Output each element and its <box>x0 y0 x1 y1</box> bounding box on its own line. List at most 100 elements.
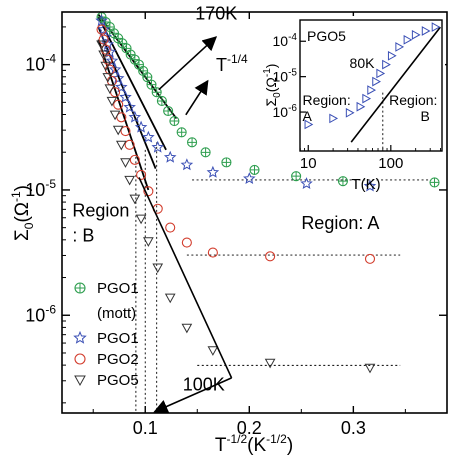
data-series <box>95 11 440 374</box>
inset-annotation: Region: <box>389 92 437 108</box>
data-point <box>243 172 256 185</box>
data-point <box>134 120 148 133</box>
inset-annotation: Region: <box>302 92 350 108</box>
data-point <box>138 65 149 76</box>
data-point <box>249 164 260 175</box>
annotation-arrow <box>185 79 209 116</box>
data-point <box>96 24 107 35</box>
data-point <box>337 176 348 187</box>
inset-data-point <box>372 76 381 87</box>
inset-data-point <box>356 101 366 112</box>
data-point <box>200 147 211 158</box>
data-point <box>265 251 276 262</box>
arrows <box>138 36 233 414</box>
dotted-guides <box>135 142 432 413</box>
x-axis-label: T-1/2(K-1/2) <box>215 432 293 456</box>
data-point <box>101 37 115 50</box>
legend-label: PGO2 <box>97 351 139 368</box>
data-point <box>100 44 111 55</box>
inset-data-point <box>382 59 391 70</box>
inset-annotation: B <box>421 108 430 124</box>
data-point <box>163 105 174 117</box>
inset-annotation: A <box>302 108 312 124</box>
data-point <box>129 194 141 205</box>
data-point <box>116 112 127 123</box>
x-tick-label: 0.1 <box>133 418 158 438</box>
data-point <box>176 127 187 138</box>
annotation-text: Region: A <box>301 213 379 233</box>
inset-frame <box>299 19 443 152</box>
data-point <box>163 150 177 163</box>
data-point <box>133 59 145 70</box>
legend-marker <box>73 330 87 344</box>
data-point <box>142 130 155 143</box>
x-axis-label-close: ) <box>287 435 293 456</box>
legend: PGO1 (mott) PGO1 PGO2 PGO5 <box>73 280 139 389</box>
data-point <box>169 115 180 127</box>
inset-background <box>252 16 445 164</box>
inset-data-point <box>376 68 386 79</box>
inset-y-label-unit: (Ω <box>263 77 279 92</box>
data-point <box>151 140 165 153</box>
plot-frame <box>61 11 448 414</box>
data-point <box>103 45 117 58</box>
inset-data-point <box>431 22 441 32</box>
legend-label: PGO1 <box>97 280 139 297</box>
annotation-text: Region <box>72 200 129 220</box>
data-point <box>207 346 219 356</box>
inset-data-point <box>403 34 413 45</box>
data-point <box>129 154 140 165</box>
x-tick-label: 0.3 <box>341 418 366 438</box>
data-point <box>363 179 377 192</box>
y-tick-label: 10-4 <box>25 52 56 75</box>
y-axis-label-base: Σ <box>12 229 33 241</box>
y-axis-label: Σ0(Ω-1) <box>9 185 36 241</box>
data-point <box>102 54 113 65</box>
x-axis-label-sup: -1/2 <box>226 432 247 446</box>
annotation-arrow <box>158 36 218 91</box>
inset-y-label-unit-sup: -1 <box>262 68 273 77</box>
y-axis-label-sub: 0 <box>22 222 36 229</box>
data-point <box>124 175 135 186</box>
data-point <box>120 158 131 168</box>
legend-label: PGO5 <box>97 372 139 389</box>
data-point <box>207 247 218 258</box>
annotations: 170K T-1/4 Region: A Region: B 100K <box>72 4 379 395</box>
inset-fit-line <box>350 26 441 143</box>
annotation-arrow <box>153 377 232 414</box>
legend-marker <box>74 375 86 387</box>
data-point <box>152 263 164 274</box>
legend-label: PGO1 <box>97 330 139 347</box>
annotation-text: 100K <box>183 374 225 394</box>
data-point <box>164 293 176 304</box>
data-point <box>112 125 124 136</box>
inset-data-point <box>329 113 339 124</box>
inset-y-axis-label: Σ0(Ω-1) <box>262 64 283 107</box>
data-point <box>300 177 313 190</box>
data-point <box>291 171 302 182</box>
y-tick-label: 10-6 <box>25 302 56 325</box>
data-point <box>115 80 128 93</box>
data-point <box>429 177 440 188</box>
y-tick-label: 10-5 <box>25 177 56 200</box>
inset-data-point <box>411 30 421 40</box>
y-axis-label-unit-sup: -1 <box>9 191 23 202</box>
series-4 <box>96 40 376 374</box>
inset-y-label-base: Σ <box>263 97 279 106</box>
inset-data-point <box>362 93 372 104</box>
data-point <box>181 237 192 248</box>
fit-line <box>97 16 167 151</box>
data-point <box>187 137 198 148</box>
legend-marker <box>74 353 86 365</box>
inset-y-tick-label: 10-5 <box>273 68 298 85</box>
data-point <box>364 253 376 264</box>
data-point <box>146 79 157 90</box>
data-point <box>98 34 109 45</box>
data-point <box>104 84 116 94</box>
y-axis-label-unit: (Ω <box>12 202 33 223</box>
inset-data-point <box>345 107 355 118</box>
inset-annotation: 80K <box>350 55 376 71</box>
